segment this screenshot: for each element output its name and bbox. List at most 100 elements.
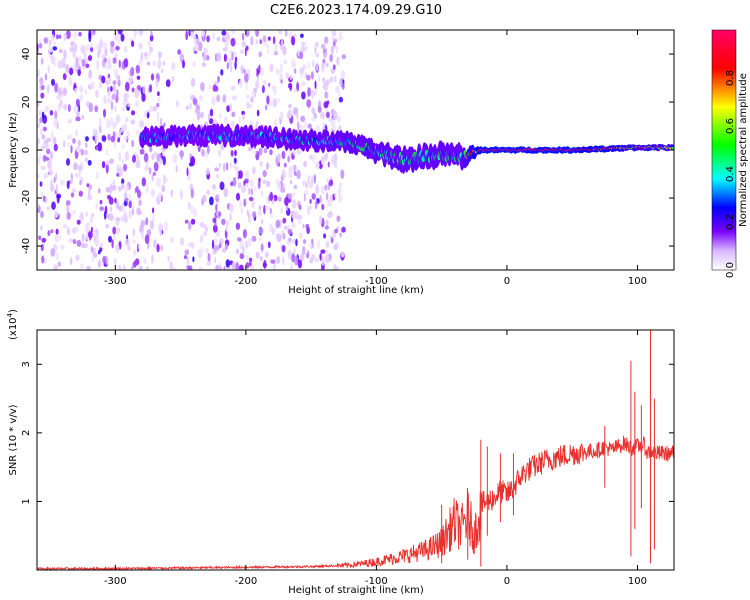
spectrogram-speckle	[114, 68, 118, 78]
spectrogram-speckle	[231, 261, 236, 270]
spectrogram-speckle	[96, 60, 99, 70]
spectrogram-speckle	[327, 199, 333, 207]
spectrogram-speckle	[50, 248, 56, 257]
spectrogram-speckle	[259, 236, 262, 242]
spectrogram-speckle	[118, 167, 124, 177]
spectrogram-speckle	[111, 93, 117, 100]
spectrogram-speckle	[177, 49, 182, 55]
spectrogram-speckle	[273, 87, 277, 96]
spectrogram-speckle	[151, 153, 155, 160]
spectrogram-speckle	[60, 244, 65, 250]
spectrogram-speckle	[43, 173, 48, 179]
spectrogram-speckle	[44, 73, 48, 81]
x-tick-label: 0	[504, 576, 510, 587]
spectrogram-speckle	[264, 251, 269, 258]
spectrogram-speckle	[208, 118, 214, 125]
snr-frame	[36, 329, 675, 571]
spectrogram-speckle	[240, 206, 244, 216]
x-tick-label: -300	[104, 576, 127, 587]
spectrogram-speckle	[293, 33, 297, 38]
spectrogram-speckle	[205, 167, 210, 176]
spectrogram-speckle	[224, 40, 229, 49]
spectrogram-speckle	[250, 96, 254, 103]
spectrogram-speckle	[75, 111, 80, 118]
spectrogram-speckle	[293, 68, 297, 74]
spectrogram-speckle	[293, 184, 298, 190]
spectrogram-speckle	[185, 105, 189, 111]
spectrogram-speckle	[66, 180, 70, 189]
spectrogram-speckle	[250, 264, 255, 270]
spectrogram-speckle	[241, 41, 247, 47]
spectrogram-speckle	[51, 78, 55, 86]
spectrogram-speckle	[325, 79, 330, 86]
spectrogram-speckle	[187, 265, 193, 270]
spectrogram-speckle	[101, 161, 106, 169]
spectrogram-speckle	[109, 158, 114, 164]
spectrogram-speckle	[122, 124, 127, 133]
spectrogram-speckle	[331, 30, 337, 37]
spectrogram-speckle	[145, 217, 149, 226]
spectrogram-speckle	[138, 199, 142, 207]
spectrogram-speckle	[37, 100, 40, 108]
spectrogram-speckle	[40, 191, 44, 198]
spectrogram-speckle	[118, 129, 122, 139]
spectrogram-speckle	[315, 184, 320, 195]
spectrogram-speckle	[273, 51, 279, 56]
y-tick-label: -40	[21, 238, 32, 254]
spectrogram-speckle	[111, 239, 114, 249]
spectrogram-speckle	[301, 41, 306, 46]
spectrogram-speckle	[57, 88, 62, 96]
spectrogram-speckle	[116, 89, 119, 98]
spectrogram-speckle	[339, 182, 342, 188]
spectrogram-speckle	[67, 134, 72, 140]
spectrogram-speckle	[164, 177, 169, 183]
spectrogram-speckle	[50, 130, 54, 141]
spectrogram-speckle	[108, 61, 112, 70]
spectrogram-speckle	[200, 81, 205, 92]
spectrogram-speckle	[70, 178, 74, 185]
spectrogram-speckle	[40, 84, 45, 91]
spectrogram-speckle	[44, 105, 50, 113]
spectrogram-speckle	[336, 215, 341, 222]
spectrogram-speckle	[301, 81, 306, 86]
spectrogram-speckle	[138, 42, 143, 50]
spectrogram-speckle	[37, 174, 40, 179]
spectrogram-speckle	[51, 34, 55, 42]
spectrogram-speckle	[72, 209, 77, 215]
spectrogram-speckle	[298, 218, 302, 225]
spectrogram-speckle	[262, 179, 267, 185]
spectrogram-speckle	[234, 60, 237, 70]
spectrogram-speckle	[97, 259, 102, 268]
spectrogram-speckle	[135, 159, 141, 169]
spectrogram-speckle	[338, 90, 341, 98]
spectrogram-speckle	[112, 235, 116, 241]
spectrogram-speckle	[306, 74, 311, 81]
spectrogram-speckle	[79, 180, 82, 186]
spectrogram-speckle	[209, 196, 214, 206]
spectrogram-speckle	[105, 118, 111, 129]
spectrogram-speckle	[112, 122, 117, 129]
spectrogram-speckle	[215, 245, 220, 251]
spectrogram-speckle	[90, 46, 94, 53]
spectrogram-speckle	[193, 98, 198, 106]
spectrogram-speckle	[144, 52, 148, 57]
spectrogram-speckle	[340, 252, 345, 258]
spectrogram-speckle	[186, 256, 190, 265]
spectrogram-speckle	[326, 212, 332, 219]
spectrogram-speckle	[75, 116, 81, 122]
spectrogram-speckle	[139, 148, 145, 155]
spectrogram-speckle	[333, 244, 338, 251]
spectrogram-x-ticks: -300 -200 -100 0 100	[104, 30, 647, 287]
spectrogram-speckle	[267, 36, 271, 41]
spectrogram-speckle	[190, 205, 194, 215]
spectrogram-speckle	[156, 111, 160, 122]
spectrogram-speckle	[94, 237, 100, 248]
spectrogram-speckle	[85, 142, 88, 148]
spectrogram-speckle	[328, 179, 334, 187]
x-tick-label: 100	[628, 576, 647, 587]
spectrogram-speckle	[66, 211, 71, 220]
spectrogram-speckle	[268, 82, 271, 87]
x-tick-label: -100	[365, 576, 388, 587]
spectrogram-speckle	[304, 45, 309, 52]
spectrogram-speckle	[240, 65, 244, 74]
